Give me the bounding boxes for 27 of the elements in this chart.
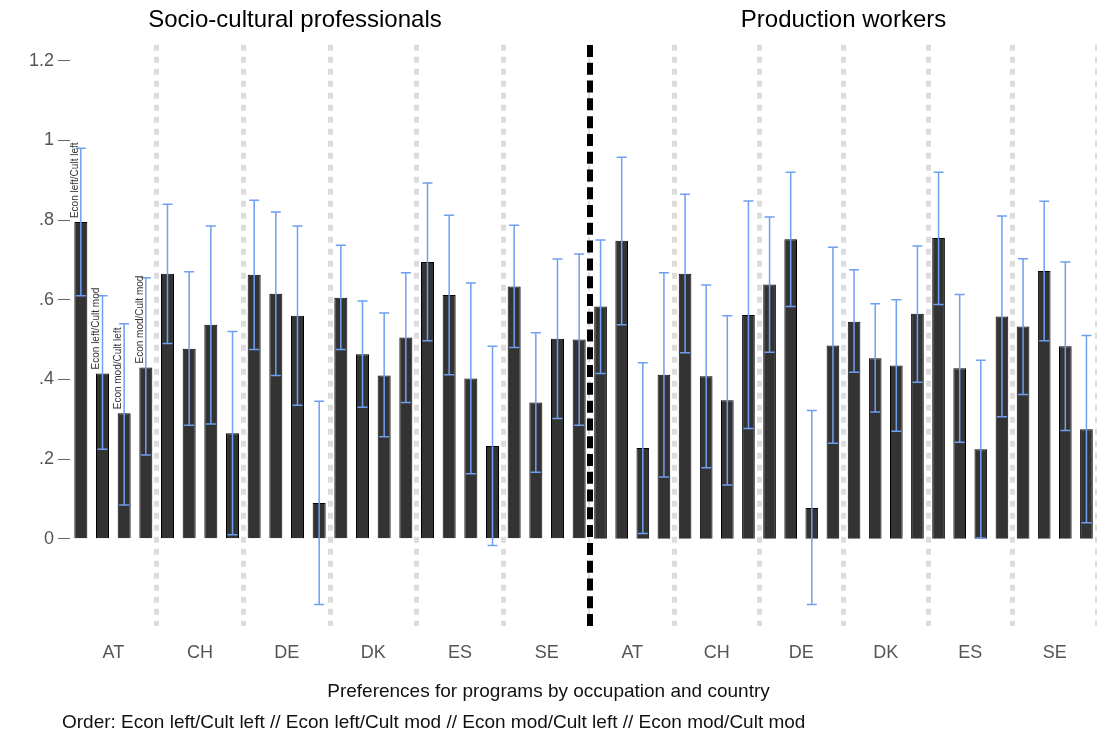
y-tick-label: .6 xyxy=(38,288,54,309)
x-tick-label: ES xyxy=(447,642,473,663)
x-tick-label: ES xyxy=(958,642,983,663)
x-tick-label: AT xyxy=(621,642,644,663)
chart-title: Production workers xyxy=(740,5,947,33)
y-tick-label: 0 xyxy=(43,527,54,548)
y-tick-label: .4 xyxy=(38,368,54,389)
x-tick-label: DE xyxy=(788,642,814,663)
text: Order: Econ left/Cult left // Econ left/Cult mod // Econ mod/Cult left // Econ mod/Cult mod xyxy=(62,711,806,733)
x-tick-label: SE xyxy=(534,642,559,663)
text: Econ mod/Cult left xyxy=(111,327,123,410)
y-tick-label: .8 xyxy=(38,209,54,230)
x-tick-label: DE xyxy=(274,642,300,663)
x-tick-label: DK xyxy=(360,642,386,663)
text: Econ left/Cult mod xyxy=(90,287,102,370)
chart-title: Socio-cultural professionals xyxy=(148,5,442,33)
text: Econ mod/Cult mod xyxy=(133,275,145,364)
y-tick-label: 1.2 xyxy=(28,49,54,70)
y-tick-label: 1 xyxy=(43,129,54,150)
x-tick-label: CH xyxy=(703,642,730,663)
x-axis-title: Preferences for programs by occupation and country xyxy=(326,680,771,702)
x-tick-label: DK xyxy=(873,642,899,663)
x-tick-label: AT xyxy=(102,642,125,663)
x-tick-label: SE xyxy=(1042,642,1067,663)
x-tick-label: CH xyxy=(187,642,213,663)
y-tick-label: .2 xyxy=(38,448,54,469)
text: Econ left/Cult left xyxy=(68,142,80,219)
